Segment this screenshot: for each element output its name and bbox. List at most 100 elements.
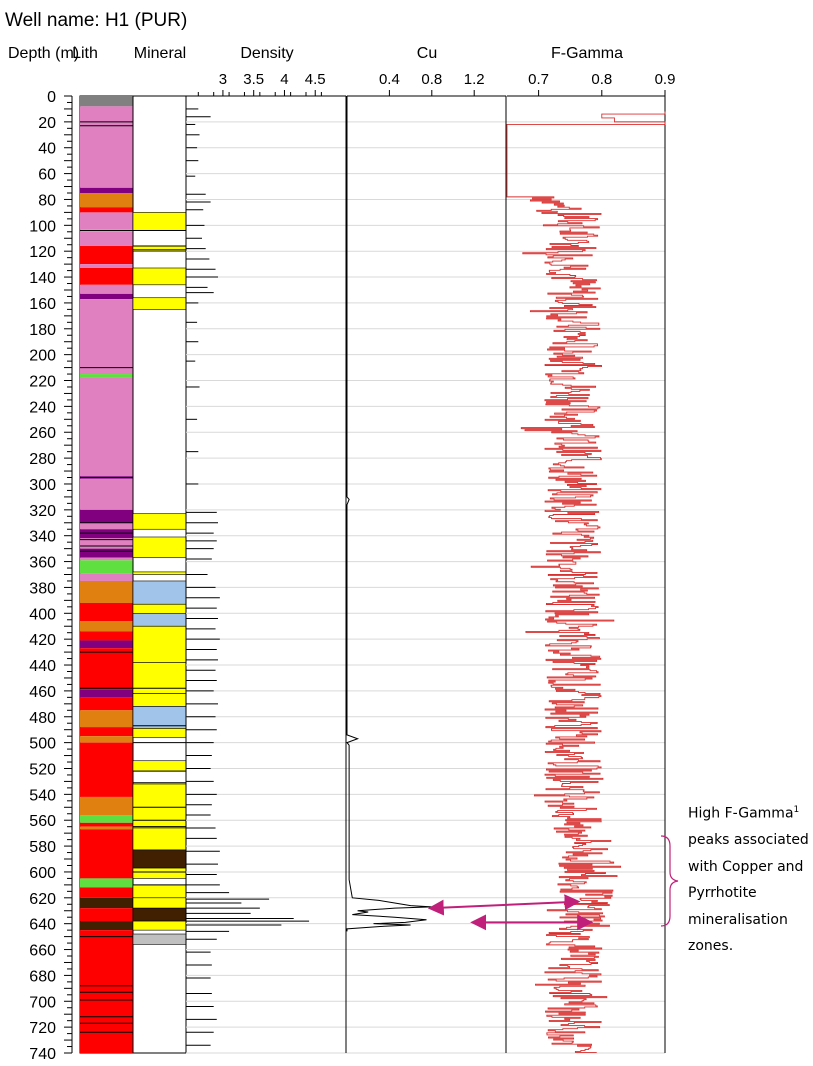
density-tick-label: 3.5 bbox=[243, 71, 264, 88]
mineral-interval bbox=[132, 728, 187, 738]
mineral-interval bbox=[132, 580, 187, 605]
lith-interval bbox=[80, 829, 133, 879]
lith-interval bbox=[80, 478, 133, 510]
depth-tick-label: 720 bbox=[29, 1020, 56, 1037]
mineral-interval bbox=[132, 884, 187, 899]
cu-tick-label: 1.2 bbox=[464, 71, 485, 88]
density-tick-label: 4.5 bbox=[305, 71, 326, 88]
mineral-interval bbox=[132, 245, 187, 252]
lith-interval bbox=[80, 930, 133, 1053]
lith-interval bbox=[80, 631, 133, 641]
depth-column-header: Depth (m) bbox=[8, 45, 79, 62]
mineral-interval bbox=[132, 513, 187, 530]
depth-tick-label: 660 bbox=[29, 943, 56, 960]
lith-interval bbox=[80, 908, 133, 922]
lith-interval bbox=[80, 887, 133, 898]
mineral-interval bbox=[132, 920, 187, 931]
lith-interval bbox=[80, 697, 133, 711]
mineral-interval bbox=[132, 297, 187, 310]
depth-tick-label: 180 bbox=[29, 322, 56, 339]
lith-interval bbox=[80, 268, 133, 285]
depth-tick-label: 460 bbox=[29, 684, 56, 701]
lith-interval bbox=[80, 710, 133, 728]
lith-interval bbox=[80, 826, 133, 830]
mineral-interval bbox=[132, 612, 187, 627]
depth-tick-label: 260 bbox=[29, 425, 56, 442]
lith-interval bbox=[80, 736, 133, 743]
depth-tick-label: 140 bbox=[29, 270, 56, 287]
depth-tick-label: 740 bbox=[29, 1046, 56, 1063]
mineral-interval bbox=[132, 693, 187, 707]
fgamma-column-header: F-Gamma bbox=[551, 45, 623, 62]
cu-track: 0.4 0.8 1.2 bbox=[346, 71, 507, 1053]
lith-interval bbox=[80, 548, 133, 558]
lith-interval bbox=[80, 522, 133, 530]
depth-tick-label: 300 bbox=[29, 477, 56, 494]
lith-interval bbox=[80, 299, 133, 375]
depth-tick-label: 160 bbox=[29, 296, 56, 313]
lith-interval bbox=[80, 602, 133, 622]
depth-tick-label: 280 bbox=[29, 451, 56, 468]
mineral-interval bbox=[132, 849, 187, 869]
annotation-brace bbox=[660, 835, 679, 927]
depth-tick-label: 120 bbox=[29, 244, 56, 261]
depth-tick-label: 560 bbox=[29, 813, 56, 830]
well-name-title: Well name: H1 (PUR) bbox=[5, 10, 187, 31]
mineral-interval bbox=[132, 212, 187, 231]
lith-interval bbox=[80, 207, 133, 213]
depth-tick-label: 580 bbox=[29, 839, 56, 856]
lith-interval bbox=[80, 106, 133, 188]
density-tick-label: 4 bbox=[280, 71, 288, 88]
fgamma-tick-label: 0.8 bbox=[591, 71, 612, 88]
cu-column-header: Cu bbox=[417, 45, 437, 62]
mineral-interval bbox=[132, 267, 187, 286]
mineral-column-header: Mineral bbox=[134, 45, 186, 62]
lith-interval bbox=[80, 293, 133, 300]
lith-interval bbox=[80, 187, 133, 193]
depth-tick-label: 500 bbox=[29, 736, 56, 753]
fgamma-track: 0.7 0.8 0.9 bbox=[506, 71, 675, 1053]
annotation-note: High F-Gamma1 peaks associated with Copp… bbox=[688, 797, 813, 960]
lith-column-header: Lith bbox=[72, 45, 98, 62]
depth-tick-label: 420 bbox=[29, 632, 56, 649]
lith-interval bbox=[80, 560, 133, 574]
lith-interval bbox=[80, 742, 133, 797]
lithology-track bbox=[79, 95, 134, 1054]
mineral-interval bbox=[132, 827, 187, 851]
lith-interval bbox=[80, 580, 133, 603]
mineral-interval bbox=[132, 603, 187, 614]
lith-interval bbox=[80, 374, 133, 378]
mineral-interval bbox=[132, 933, 187, 945]
mineral-track bbox=[132, 95, 187, 1054]
density-tick-label: 3 bbox=[219, 71, 227, 88]
lith-interval bbox=[80, 192, 133, 208]
lith-interval bbox=[80, 212, 133, 230]
annotation-line1: High F-Gamma bbox=[688, 805, 794, 822]
lith-interval bbox=[80, 557, 133, 561]
annotation-footnote-mark: 1 bbox=[793, 805, 800, 815]
depth-tick-label: 340 bbox=[29, 529, 56, 546]
fgamma-curve bbox=[506, 111, 666, 1053]
density-column-header: Density bbox=[240, 45, 293, 62]
depth-tick-label: 640 bbox=[29, 917, 56, 934]
lith-interval bbox=[80, 796, 133, 816]
mineral-interval bbox=[132, 625, 187, 663]
mineral-interval bbox=[132, 536, 187, 558]
lith-interval bbox=[80, 264, 133, 269]
depth-tick-label: 380 bbox=[29, 580, 56, 597]
depth-tick-label: 540 bbox=[29, 787, 56, 804]
depth-tick-label: 680 bbox=[29, 968, 56, 985]
fgamma-tick-label: 0.7 bbox=[528, 71, 549, 88]
depth-tick-label: 240 bbox=[29, 399, 56, 416]
lith-interval bbox=[80, 640, 133, 649]
depth-tick-label: 220 bbox=[29, 374, 56, 391]
depth-tick-label: 320 bbox=[29, 503, 56, 520]
lith-interval bbox=[80, 621, 133, 632]
annotation-arrow bbox=[427, 894, 581, 916]
depth-tick-label: 100 bbox=[29, 218, 56, 235]
mineral-interval bbox=[132, 706, 187, 729]
lith-interval bbox=[80, 573, 133, 581]
lith-interval bbox=[80, 689, 133, 698]
depth-tick-label: 440 bbox=[29, 658, 56, 675]
